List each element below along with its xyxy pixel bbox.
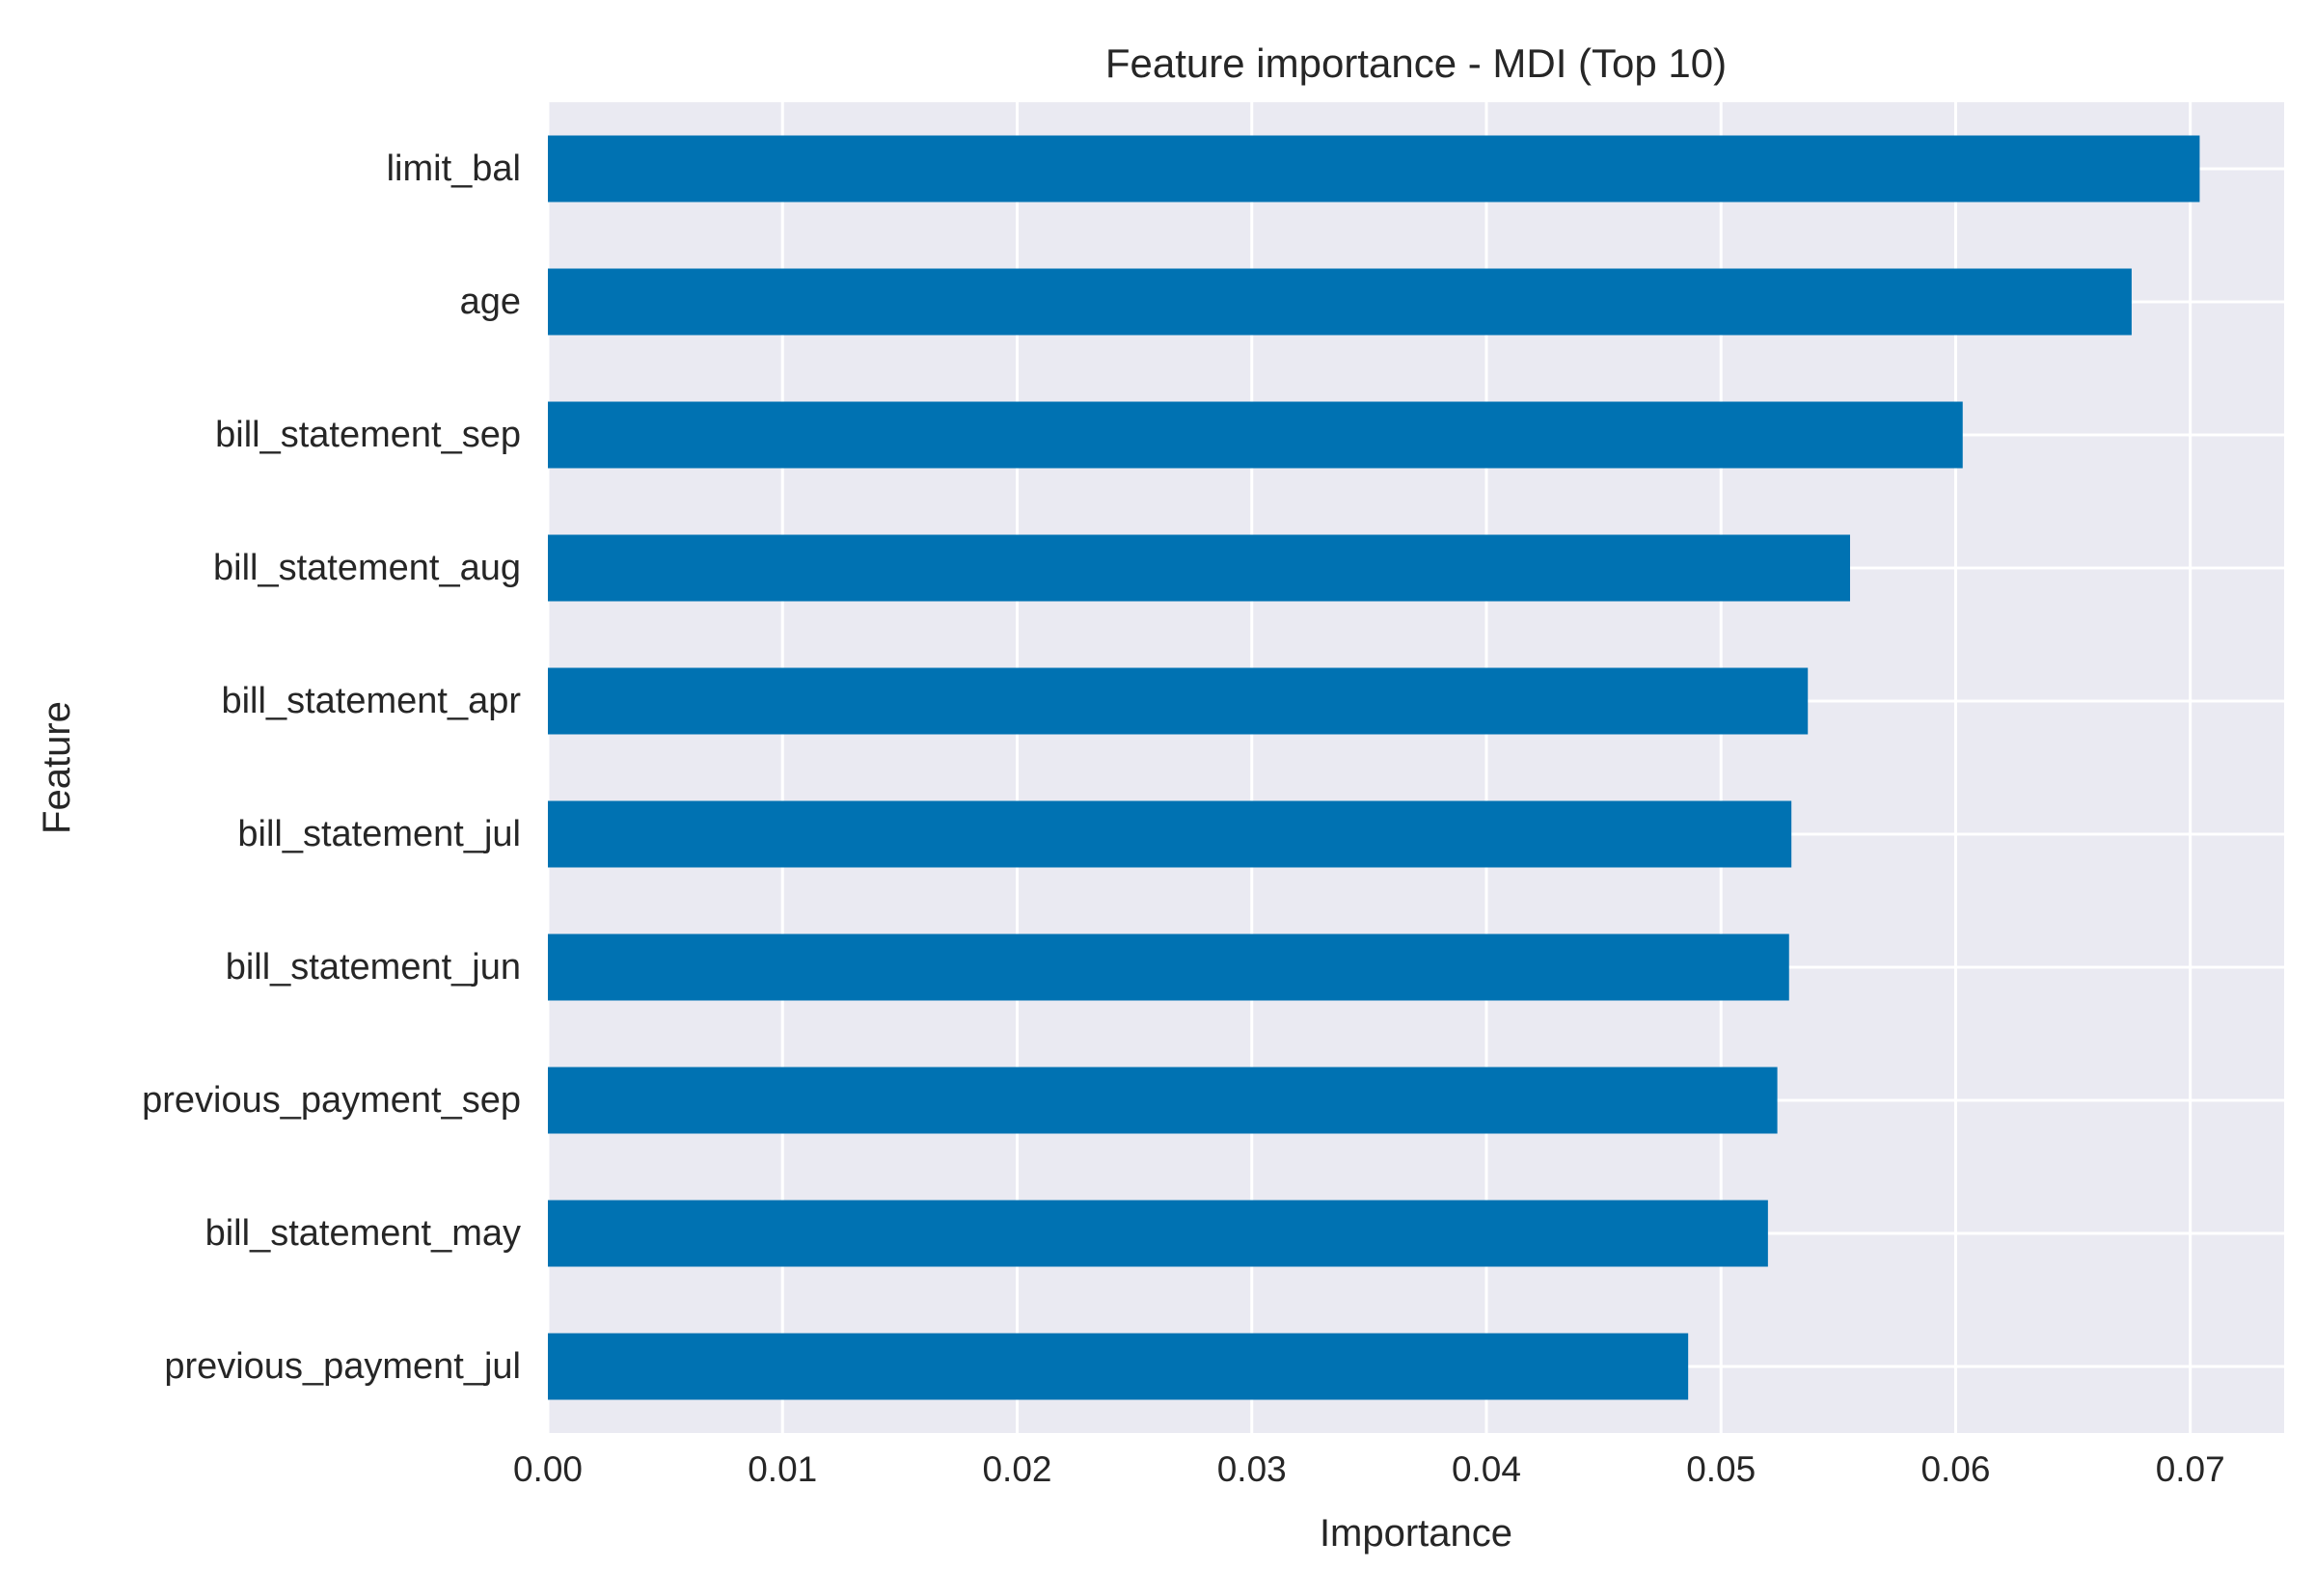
- y-tick-label: bill_statement_aug: [213, 548, 521, 588]
- y-tick-label: bill_statement_sep: [215, 415, 521, 455]
- y-tick-label: bill_statement_apr: [221, 681, 521, 721]
- bar-limit_bal: [548, 135, 2200, 203]
- x-tick-labels: 0.00 0.01 0.02 0.03 0.04 0.05 0.06 0.07: [513, 1449, 2225, 1489]
- x-tick-label: 0.04: [1452, 1449, 1521, 1489]
- x-tick-label: 0.05: [1686, 1449, 1756, 1489]
- x-tick-label: 0.07: [2156, 1449, 2225, 1489]
- bar-bill_statement_jul: [548, 800, 1792, 868]
- y-tick-label: previous_payment_sep: [142, 1080, 521, 1121]
- bar-bill_statement_jun: [548, 933, 1789, 1001]
- y-tick-label: bill_statement_may: [205, 1213, 521, 1254]
- y-tick-label: limit_bal: [387, 149, 521, 189]
- y-tick-label: bill_statement_jul: [237, 814, 521, 854]
- bar-bill_statement_may: [548, 1200, 1768, 1267]
- bar-previous_payment_sep: [548, 1067, 1778, 1134]
- x-axis-label: Importance: [1320, 1512, 1512, 1555]
- x-tick-label: 0.01: [748, 1449, 817, 1489]
- bar-bill_statement_apr: [548, 667, 1809, 735]
- chart-title: Feature importance - MDI (Top 10): [1105, 41, 1727, 86]
- y-tick-label: age: [460, 282, 521, 322]
- bar-age: [548, 268, 2132, 336]
- x-tick-label: 0.00: [513, 1449, 583, 1489]
- x-tick-label: 0.03: [1217, 1449, 1287, 1489]
- bars: [548, 135, 2200, 1400]
- x-tick-label: 0.06: [1920, 1449, 1990, 1489]
- bar-bill_statement_sep: [548, 401, 1963, 469]
- bar-bill_statement_aug: [548, 534, 1850, 602]
- bar-previous_payment_jul: [548, 1333, 1689, 1400]
- y-axis-label: Feature: [36, 701, 78, 834]
- y-tick-label: bill_statement_jun: [226, 947, 521, 987]
- x-tick-label: 0.02: [982, 1449, 1051, 1489]
- y-tick-label: previous_payment_jul: [164, 1346, 521, 1387]
